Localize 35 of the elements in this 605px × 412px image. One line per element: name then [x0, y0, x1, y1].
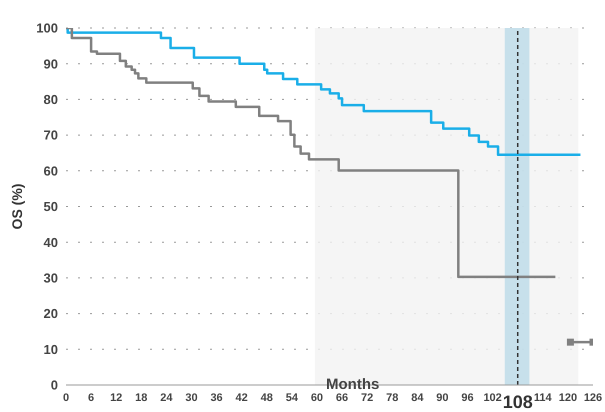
x-tick-label: 84	[411, 392, 424, 404]
x-tick-label: 30	[185, 392, 198, 404]
y-tick-label: 40	[44, 234, 58, 250]
y-tick-label: 10	[44, 342, 58, 357]
y-tick-label: 80	[44, 92, 58, 108]
y-tick-label: 90	[44, 56, 58, 72]
x-tick-label: 24	[160, 392, 174, 404]
x-tick-label: 96	[461, 392, 474, 404]
x-axis-title: Months	[326, 376, 380, 393]
ref-line-label: 108	[502, 392, 533, 412]
y-tick-label: 70	[44, 128, 58, 143]
y-tick-label: 30	[44, 270, 58, 286]
x-tick-label: 12	[110, 392, 122, 404]
y-tick-label: 0	[50, 378, 58, 393]
y-tick-label: 50	[44, 199, 58, 214]
x-tick-label: 78	[386, 392, 398, 404]
x-tick-label: 66	[336, 392, 348, 404]
x-tick-label: 54	[286, 392, 299, 404]
x-tick-label: 60	[310, 392, 324, 404]
x-tick-label: 48	[260, 392, 273, 404]
x-tick-label: 0	[62, 392, 70, 404]
y-tick-label: 60	[44, 163, 58, 178]
x-tick-label: 18	[135, 392, 148, 404]
y-tick-label: 20	[44, 306, 58, 322]
x-tick-label: 126	[584, 392, 602, 404]
x-tick-label: 114	[534, 392, 553, 404]
x-tick-label: 72	[361, 392, 374, 404]
x-tick-label: 90	[436, 392, 449, 404]
x-tick-label: 36	[210, 392, 223, 404]
x-tick-label: 42	[236, 392, 248, 404]
y-axis-title: OS (%)	[8, 184, 25, 230]
x-tick-label: 6	[88, 392, 94, 404]
x-tick-label: 102	[483, 392, 502, 404]
x-tick-label: 120	[558, 392, 578, 404]
y-tick-label: 100	[36, 20, 58, 36]
